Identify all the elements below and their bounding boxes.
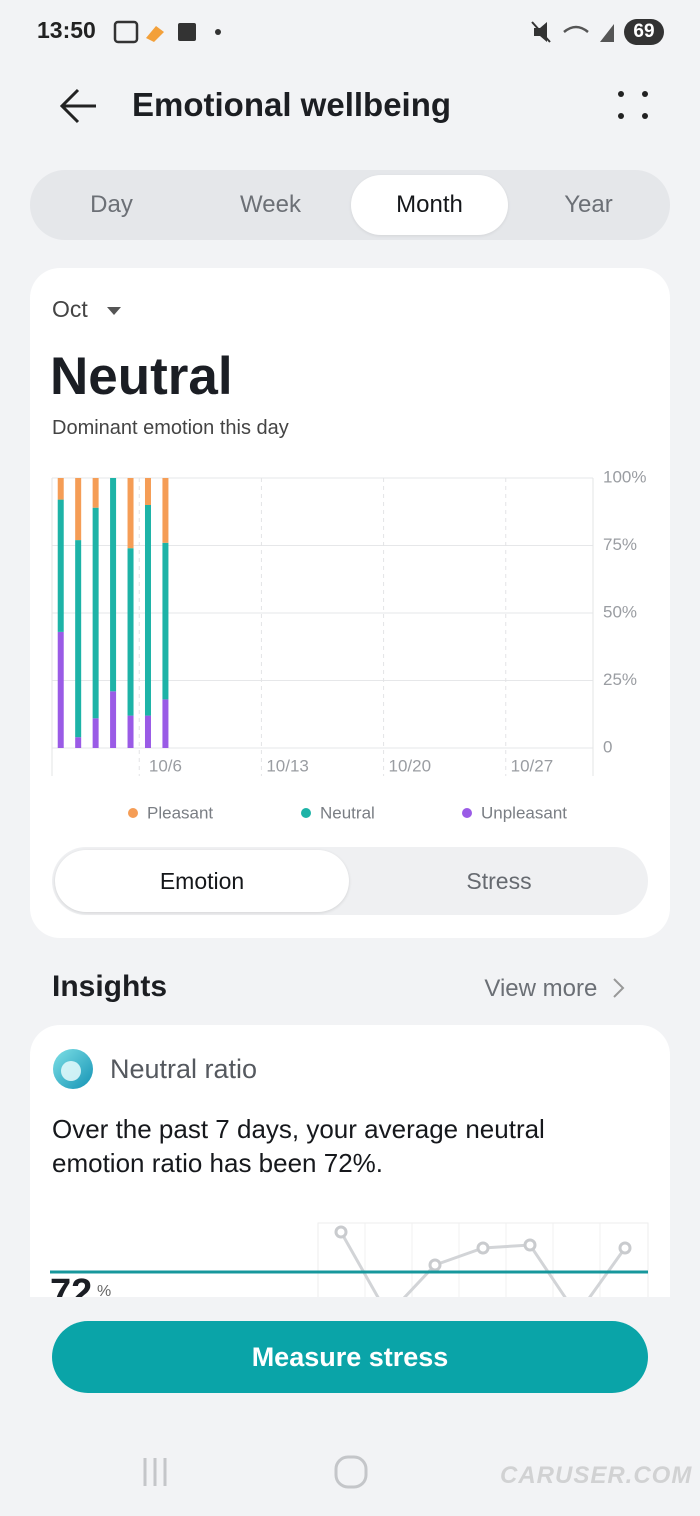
toggle-option[interactable]: Emotion — [55, 850, 349, 912]
icon — [215, 29, 221, 35]
bar-segment — [75, 478, 82, 541]
y-tick-label: 25% — [603, 670, 637, 689]
insight-card — [30, 1025, 670, 1297]
legend-marker — [462, 808, 472, 818]
status-icons — [113, 20, 221, 44]
bar-segment — [75, 737, 82, 748]
bar-segment — [92, 507, 99, 719]
measure-stress-button[interactable]: Measure stress — [52, 1321, 648, 1393]
period-tab[interactable]: Week — [240, 191, 301, 218]
insight-value: 72 — [50, 1272, 93, 1297]
emotion-caption: Dominant emotion this day — [52, 417, 289, 439]
x-tick-label: 10/6 — [149, 756, 182, 775]
nav-bar — [143, 1455, 368, 1489]
toggle-option[interactable]: Stress — [466, 868, 532, 894]
bar-segment — [110, 478, 117, 692]
back-arrow — [59, 88, 96, 124]
bar-segment — [57, 499, 64, 632]
emotion-chart: 0 25% 50% 75% 100% 10/6 10/13 10/20 10/27 Pleasan… — [51, 467, 646, 822]
bar-segment — [127, 478, 134, 549]
insight-mini-chart — [50, 1222, 649, 1297]
bar-segment — [127, 715, 134, 748]
battery: 69 — [624, 19, 664, 45]
insight-text: Over the past 7 days, your average neutr… — [52, 1114, 545, 1178]
bar-segment — [92, 718, 99, 748]
view-more-link[interactable]: View more — [484, 975, 626, 1003]
x-tick-label: 10/13 — [266, 756, 309, 775]
insights-title: Insights — [52, 970, 168, 1003]
x-tick-label: 10/20 — [388, 756, 431, 775]
system-icons — [531, 21, 614, 43]
legend-marker — [128, 808, 138, 818]
bar-segment — [162, 699, 169, 748]
bar-segment — [57, 478, 64, 500]
mini-frame — [317, 1222, 649, 1297]
insight-unit: % — [97, 1283, 112, 1297]
bar-segment — [75, 540, 82, 738]
period-label: Oct — [52, 296, 88, 322]
x-tick-label: 10/27 — [511, 756, 554, 775]
more-button[interactable] — [615, 88, 655, 124]
bar-segment — [127, 548, 134, 716]
legend-label: Neutral — [320, 803, 375, 822]
chevron — [613, 978, 625, 998]
nav-home[interactable] — [334, 1455, 368, 1489]
bar-segment — [92, 478, 99, 508]
period-tabs: Day Week Month Year — [30, 170, 670, 240]
page-title: Emotional wellbeing — [132, 86, 452, 123]
watermark: CARUSER.COM — [500, 1462, 693, 1489]
status-time: 13:50 — [37, 17, 96, 43]
icon — [531, 21, 551, 43]
insight-card-title: Neutral ratio — [110, 1054, 258, 1084]
dropdown-caret — [107, 306, 122, 315]
mini-points — [334, 1225, 632, 1272]
chart-toggle: Emotion Stress — [52, 847, 648, 915]
legend-label: Pleasant — [147, 803, 213, 822]
bar-segment — [144, 715, 151, 748]
bar-segment — [144, 505, 151, 716]
bar-segment — [110, 691, 117, 748]
bar-segment — [144, 478, 151, 505]
icon — [178, 23, 196, 41]
period-tab[interactable]: Day — [90, 191, 133, 218]
dominant-emotion: Neutral — [50, 347, 233, 406]
icon — [113, 20, 139, 44]
y-tick-label: 0 — [603, 737, 612, 756]
y-tick-label: 50% — [603, 602, 637, 621]
icon — [146, 26, 164, 42]
legend-marker — [301, 808, 311, 818]
mini-grid — [364, 1223, 601, 1297]
period-selector[interactable]: Oct — [52, 296, 122, 323]
icon — [600, 24, 614, 42]
view-more-text: View more — [484, 975, 598, 1002]
bar-segment — [57, 631, 64, 748]
period-tab[interactable]: Month — [351, 175, 508, 235]
summary-card — [30, 268, 670, 938]
icon — [563, 25, 589, 33]
legend-label: Unpleasant — [481, 803, 567, 822]
bar-segment — [162, 542, 169, 700]
bar-segment — [162, 478, 169, 543]
period-tab[interactable]: Year — [564, 191, 613, 218]
y-tick-label: 75% — [603, 535, 637, 554]
y-tick-label: 100% — [603, 467, 646, 486]
back-button[interactable] — [58, 86, 102, 126]
scroll-region: Insights View more Neutral ratio Over th… — [0, 950, 700, 1297]
insight-icon — [53, 1049, 93, 1089]
